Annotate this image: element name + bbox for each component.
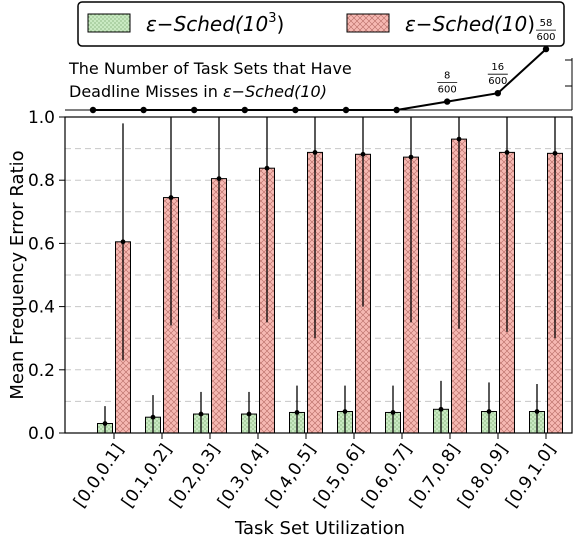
inset-labels: 8 600 16 600 58 600 [437, 18, 556, 96]
mean-point-series-1-3 [246, 411, 252, 417]
inset-label-denominator: 600 [438, 85, 457, 96]
y-axis-ticks: 0.0 0.2 0.4 0.6 0.8 1.0 [28, 108, 65, 444]
mean-point-series-2-8 [504, 149, 510, 155]
y-tick-label: 0.6 [28, 234, 55, 254]
mean-point-series-2-2 [216, 176, 222, 182]
inset-title-line2: Deadline Misses in ε−Sched(10) [69, 82, 327, 101]
mean-point-series-1-4 [294, 410, 300, 415]
mean-point-series-2-7 [456, 136, 462, 142]
mean-point-series-2-4 [312, 149, 318, 155]
inset-point [542, 45, 550, 53]
mean-point-series-1-9 [534, 409, 540, 414]
mean-point-series-2-6 [408, 154, 414, 160]
mean-point-series-2-0 [120, 239, 126, 245]
inset-point [494, 90, 501, 97]
inset-point [241, 106, 248, 114]
y-tick-label: 0.0 [28, 424, 55, 444]
inset-label-denominator: 600 [488, 76, 507, 87]
y-axis-label: Mean Frequency Error Ratio [7, 150, 28, 399]
x-axis-label: Task Set Utilization [234, 518, 405, 539]
inset-point [140, 106, 147, 114]
legend-label-series-1-base: ε−Sched(10 [146, 12, 268, 36]
inset-deadline-misses: The Number of Task Sets that Have Deadli… [65, 18, 573, 114]
mean-point-series-1-2 [198, 411, 204, 417]
mean-point-series-1-6 [390, 410, 396, 415]
y-tick-label: 1.0 [28, 108, 55, 128]
legend-label-series-1-tail: ) [276, 12, 284, 36]
inset-point [89, 106, 97, 114]
inset-label-denominator: 600 [536, 32, 555, 43]
inset-point [342, 106, 350, 114]
inset-point [444, 98, 451, 105]
plot-frame [64, 116, 573, 434]
main-plot: 0.0 0.2 0.4 0.6 0.8 1.0 [0.0,0.1][0.1,0.2][0.… [7, 108, 573, 539]
y-tick-label: 0.4 [28, 298, 55, 318]
bars [97, 138, 563, 434]
legend-swatch-series-2 [346, 13, 390, 33]
mean-point-series-1-5 [342, 409, 348, 414]
mean-point-series-2-1 [168, 195, 174, 200]
legend-label-series-2-base: ε−Sched(10 [405, 12, 527, 36]
mean-point-series-1-8 [486, 409, 492, 414]
legend: ε−Sched(103) ε−Sched(10) [77, 1, 565, 47]
legend-frame [77, 1, 565, 47]
legend-label-series-1: ε−Sched(103) [146, 11, 284, 36]
y-tick-label: 0.8 [28, 171, 55, 191]
mean-point-series-2-5 [360, 151, 366, 157]
legend-label-series-2-tail: ) [527, 12, 535, 36]
inset-title-series: ε−Sched(10) [223, 82, 327, 101]
mean-point-series-2-9 [552, 150, 558, 156]
error-bars [102, 117, 558, 433]
legend-swatch-series-1 [87, 13, 131, 33]
inset-series-line [93, 48, 547, 111]
mean-point-series-2-3 [264, 165, 270, 171]
y-tick-label: 0.2 [28, 361, 55, 381]
mean-point-series-1-7 [438, 406, 444, 412]
mean-point-series-1-0 [102, 421, 108, 426]
x-axis-ticks: [0.0,0.1][0.1,0.2][0.2,0.3][0.3,0.4][0.4… [70, 433, 560, 511]
mean-point-series-1-1 [150, 414, 156, 420]
legend-label-series-2: ε−Sched(10) [405, 12, 535, 36]
inset-point [292, 106, 299, 114]
inset-title-prefix: Deadline Misses in [69, 82, 223, 101]
inset-label-numerator: 16 [491, 62, 504, 73]
inset-point [393, 106, 400, 114]
inset-title-line1: The Number of Task Sets that Have [68, 59, 352, 78]
inset-label-numerator: 58 [540, 18, 553, 29]
inset-points [89, 45, 550, 114]
legend-label-series-1-sup: 3 [268, 11, 276, 26]
inset-label-numerator: 8 [444, 71, 450, 82]
inset-point [191, 106, 198, 114]
